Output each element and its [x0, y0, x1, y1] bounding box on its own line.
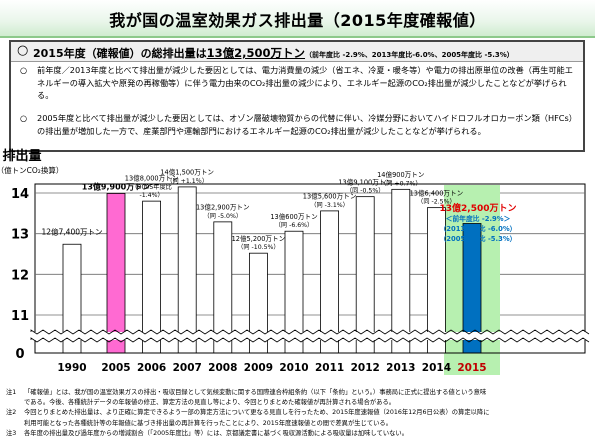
- circle-bullet-icon: ○: [20, 113, 28, 123]
- x-tick-label-2005: 2005: [101, 362, 130, 374]
- page-title: 我が国の温室効果ガス排出量（2015年度確報値）: [109, 11, 486, 30]
- data-label: 12億7,400万トン: [41, 226, 102, 236]
- x-tick-label-2010: 2010: [279, 362, 308, 374]
- footnote-1: 注1 「確報値」とは、我が国の温室効果ガスの排出・吸収目録として気候変動に関する…: [6, 388, 591, 408]
- x-tick-label-2009: 2009: [244, 362, 273, 374]
- y-tick-label: 11: [11, 309, 29, 324]
- summary-headline: 2015年度（確報値）の総排出量は13億2,500万トン（前年度比 -2.9%、…: [33, 45, 514, 61]
- y-tick-label: 14: [11, 187, 29, 202]
- data-label: （同 -2.5%）: [417, 199, 455, 206]
- headline-note: （前年度比 -2.9%、2013年度比-6.0%、2005年度比 -5.3%）: [305, 51, 514, 59]
- x-tick-label-2007: 2007: [173, 362, 202, 374]
- summary-header: ○ 2015年度（確報値）の総排出量は13億2,500万トン（前年度比 -2.9…: [11, 42, 583, 62]
- circle-bullet-icon: ○: [17, 43, 29, 58]
- footnote-line: 各年度の排出量及び過年度からの増減割合（「2005年度比」等）には、京都議定書に…: [24, 429, 409, 437]
- summary-box: ○ 2015年度（確報値）の総排出量は13億2,500万トン（前年度比 -2.9…: [9, 40, 585, 152]
- footnotes: 注1 「確報値」とは、我が国の温室効果ガスの排出・吸収目録として気候変動に関する…: [6, 388, 591, 439]
- data-label: 13億8,000万トン: [125, 174, 179, 183]
- bar-2012: [355, 196, 375, 354]
- headline-text: 2015年度（確報値）の総排出量は: [33, 47, 207, 60]
- footnote-line: 今回とりまとめた排出量は、より正確に算定できるよう一部の算定方法について更なる見…: [24, 409, 490, 417]
- data-label: 13億9,100万トン: [338, 177, 392, 186]
- y-tick-label: 12: [11, 268, 29, 283]
- bullet-text: 前年度／2013年度と比べて排出量が減少した要因としては、電力消費量の減少（省エ…: [37, 65, 573, 101]
- data-label: 13億600万トン: [270, 212, 318, 221]
- summary-bullet-2: ○ 2005年度と比べて排出量が減少した要因としては、オゾン層破壊物質からの代替…: [20, 112, 577, 137]
- data-label: 13億2,500万トン: [440, 202, 517, 214]
- axis-break-line: [30, 337, 590, 343]
- x-tick-label-2008: 2008: [208, 362, 237, 374]
- data-label: -1.4%）: [140, 192, 164, 199]
- summary-bullet-1: ○ 前年度／2013年度と比べて排出量が減少した要因としては、電力消費量の減少（…: [20, 64, 577, 102]
- x-tick-label-2014: 2014: [422, 362, 451, 374]
- data-label: 12億5,200万トン: [232, 234, 286, 243]
- footnote-line: 「確報値」とは、我が国の温室効果ガスの排出・吸収目録として気候変動に関する国際連…: [24, 389, 487, 396]
- bar-2005: [106, 193, 126, 354]
- data-label: （同 -5.0%）: [204, 213, 242, 220]
- bar-2013: [391, 188, 411, 354]
- data-label: （同 -3.1%）: [310, 202, 348, 209]
- data-label: ＜前年度比 -2.9%＞: [446, 214, 511, 223]
- data-label: （2013年度比 -6.0%）: [440, 224, 517, 233]
- bullet-text: 2005年度と比べて排出量が減少した要因としては、オゾン層破壊物質からの代替に伴…: [37, 113, 577, 136]
- data-label: 13億6,400万トン: [410, 188, 464, 197]
- bar-2011: [320, 210, 340, 354]
- footnote-2: 注2 今回とりまとめた排出量は、より正確に算定できるよう一部の算定方法について更…: [6, 408, 591, 428]
- x-tick-label-2015: 2015: [457, 362, 486, 374]
- data-label: （同 +0.7%）: [380, 180, 421, 187]
- y-axis-unit: （億トンCO₂換算）: [0, 165, 63, 175]
- data-label: （2005年度比 -5.3%）: [440, 234, 517, 243]
- y-axis-title: 排出量: [2, 148, 41, 164]
- bar-2007: [177, 186, 197, 354]
- axis-break-line: [30, 329, 590, 335]
- footnote-3: 注3 各年度の排出量及び過年度からの増減割合（「2005年度比」等）には、京都議…: [6, 429, 591, 439]
- emissions-bar-chart: 0 11 12 13 14 排出量（億トンCO₂換算） 1990 2005 2006 2007 20…: [0, 148, 590, 375]
- y-tick-label: 13: [11, 228, 29, 243]
- data-label: （同 -10.5%）: [237, 244, 279, 251]
- axis-break-gap: [31, 332, 589, 340]
- footnote-line: 利用可能となった各種統計等の年報値に基づき排出量の再計算を行ったことにより、20…: [24, 419, 393, 427]
- x-tick-label-2006: 2006: [137, 362, 166, 374]
- data-label: 13億5,600万トン: [303, 192, 357, 201]
- y-tick-label: 0: [15, 347, 24, 362]
- data-label: 14億900万トン: [377, 170, 425, 179]
- title-band: [0, 0, 595, 38]
- footnote-label: 注1: [6, 389, 17, 396]
- data-label: （同 -6.6%）: [275, 222, 313, 229]
- footnote-label: 注3: [6, 429, 17, 437]
- footnote-label: 注2: [6, 409, 17, 417]
- x-tick-label-2013: 2013: [386, 362, 415, 374]
- data-label: （2005年度比: [131, 183, 172, 191]
- data-label: 13億9,900万トン: [82, 181, 150, 191]
- headline-total: 13億2,500万トン: [206, 46, 306, 60]
- x-tick-label-1990: 1990: [57, 362, 86, 374]
- data-label: 14億1,500万トン: [160, 168, 214, 177]
- x-tick-label-2012: 2012: [351, 362, 380, 374]
- data-label: 13億2,900万トン: [196, 203, 250, 212]
- circle-bullet-icon: ○: [20, 65, 28, 75]
- x-tick-label-2011: 2011: [315, 362, 344, 374]
- data-label: （同 -0.5%）: [346, 188, 384, 195]
- data-label: （同 +1.1％）: [166, 178, 208, 185]
- footnote-line: である。今後、各種統計データの年報値の修正、算定方法の見直し等により、今回とりま…: [24, 399, 396, 407]
